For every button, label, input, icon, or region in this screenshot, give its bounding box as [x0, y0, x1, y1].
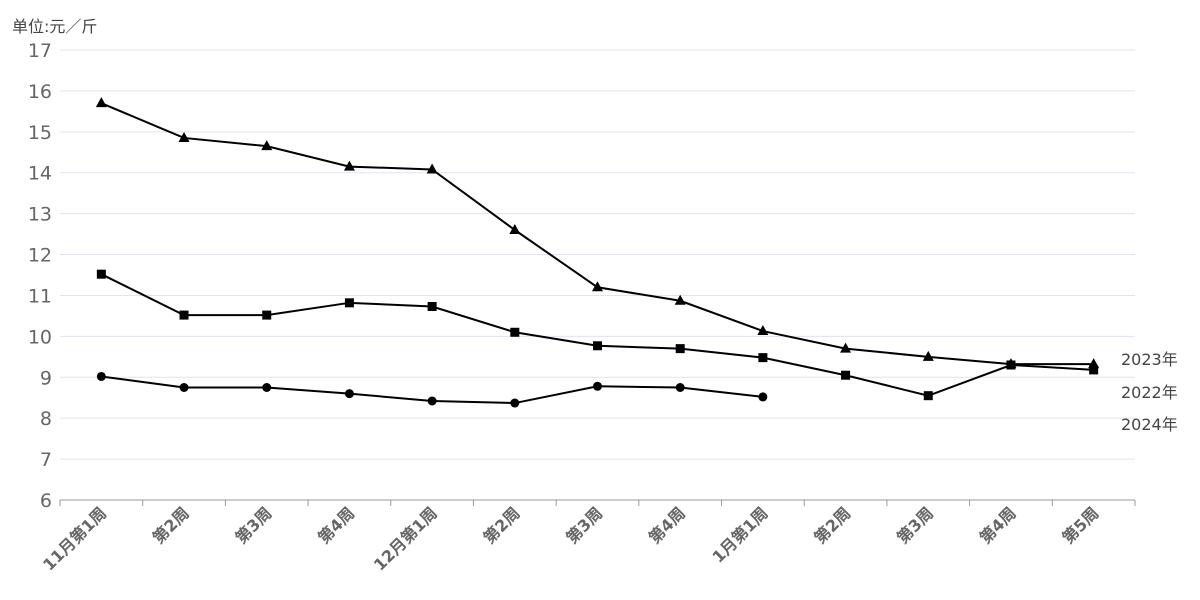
data-point-square	[1089, 365, 1099, 375]
data-point-square	[344, 298, 354, 308]
y-tick-label: 11	[28, 285, 52, 307]
y-tick-label: 12	[28, 245, 52, 267]
x-tick-label: 第3周	[232, 503, 276, 547]
data-point-square	[179, 310, 189, 320]
series-group	[95, 97, 1100, 369]
x-tick-label: 第4周	[976, 503, 1020, 547]
data-point-square	[96, 269, 106, 279]
x-tick-label: 第4周	[314, 503, 358, 547]
data-point-triangle	[343, 160, 355, 171]
data-point-circle	[262, 383, 272, 392]
data-point-triangle	[757, 325, 769, 336]
y-tick-label: 10	[28, 326, 52, 348]
y-axis: 6 7 8 9 10 11 12 13 14 15 16 17	[28, 40, 52, 512]
x-tick-label: 第2周	[810, 503, 854, 547]
data-point-square	[923, 391, 933, 401]
x-tick-label: 第4周	[645, 503, 689, 547]
series-group	[96, 269, 1099, 401]
data-point-triangle	[178, 131, 190, 142]
series-group	[96, 371, 768, 408]
y-tick-label: 17	[28, 40, 52, 62]
y-tick-label: 9	[40, 367, 52, 389]
series-label: 2024年	[1121, 415, 1178, 434]
data-point-square	[841, 370, 851, 380]
x-tick-label: 第2周	[149, 503, 193, 547]
unit-label: 单位:元／斤	[12, 17, 97, 36]
y-tick-label: 14	[28, 163, 52, 185]
data-point-triangle	[922, 350, 934, 361]
data-point-triangle	[509, 224, 521, 234]
series-label: 2023年	[1121, 350, 1178, 369]
x-tick-label: 第5周	[1059, 503, 1103, 547]
data-point-circle	[593, 381, 602, 391]
data-point-circle	[758, 392, 768, 402]
y-tick-label: 16	[28, 81, 52, 103]
y-tick-label: 13	[28, 204, 52, 226]
x-tick-label: 第3周	[893, 503, 937, 547]
data-point-square	[1006, 360, 1016, 370]
x-tick-label: 第2周	[480, 503, 524, 547]
data-point-square	[427, 302, 437, 311]
data-point-triangle	[840, 342, 852, 353]
data-point-square	[593, 341, 602, 351]
x-tick-label: 11月第1周	[39, 503, 110, 574]
x-tick-label: 12月第1周	[370, 503, 441, 574]
data-point-square	[758, 353, 768, 363]
data-point-circle	[344, 389, 354, 399]
data-point-triangle	[592, 281, 603, 292]
data-point-triangle	[674, 294, 686, 305]
grid	[60, 49, 1135, 460]
series-line	[100, 102, 1094, 366]
data-point-circle	[427, 396, 437, 406]
y-tick-label: 8	[40, 408, 52, 430]
series	[95, 97, 1100, 408]
data-point-circle	[179, 383, 189, 392]
data-point-circle	[675, 383, 685, 392]
data-point-triangle	[261, 140, 273, 151]
series-labels: 2023年 2022年 2024年	[1121, 350, 1178, 434]
x-tick-label: 第3周	[562, 503, 606, 547]
y-tick-label: 6	[40, 490, 52, 512]
series-label: 2022年	[1121, 383, 1178, 402]
data-point-square	[675, 344, 685, 354]
data-point-triangle	[426, 163, 438, 174]
y-tick-label: 15	[28, 122, 52, 144]
data-point-circle	[96, 371, 106, 381]
y-tick-label: 7	[40, 449, 52, 471]
data-point-circle	[510, 398, 520, 408]
x-axis: 11月第1周 第2周 第3周 第4周 12月第1周 第2周 第3周 第4周 1月第1周 第2周 第3…	[39, 499, 1136, 574]
data-point-triangle	[95, 97, 107, 108]
data-point-square	[262, 310, 272, 320]
x-tick-label: 1月第1周	[709, 503, 772, 566]
data-point-square	[510, 327, 520, 337]
